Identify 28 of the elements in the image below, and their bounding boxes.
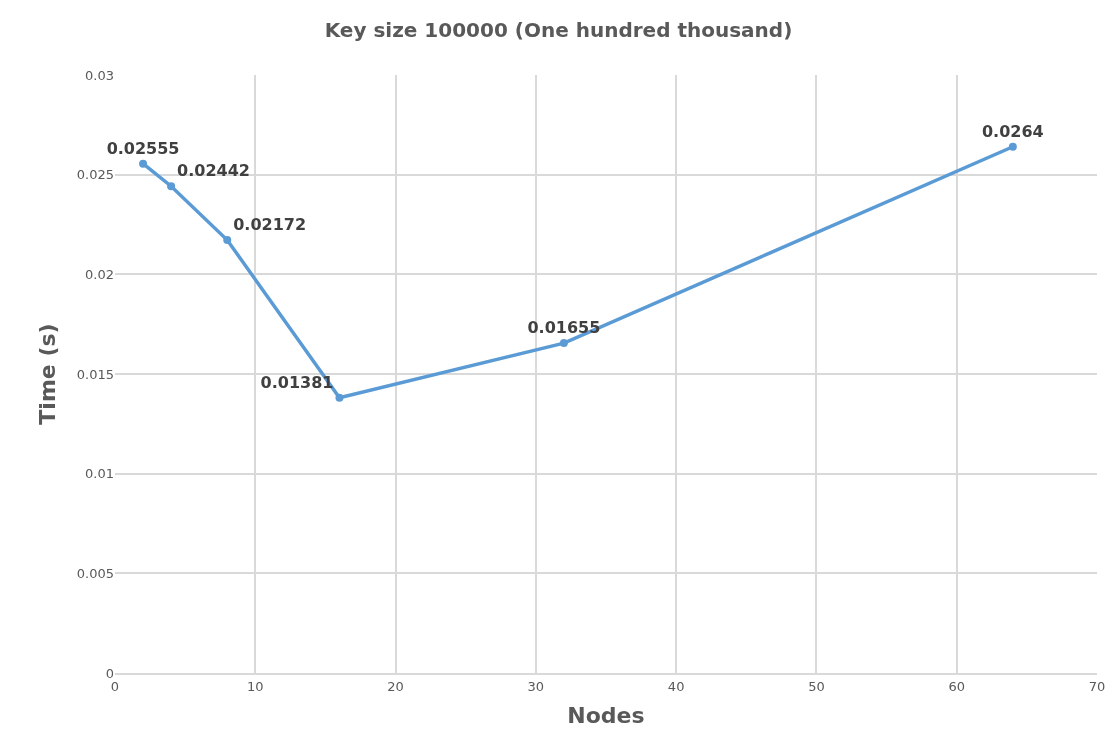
point	[1008, 142, 1017, 151]
y-tick-label: 0.005	[76, 565, 114, 581]
data-label: 0.0264	[981, 121, 1044, 141]
y-tick-label: 0.025	[76, 167, 114, 183]
x-tick-label: 30	[527, 678, 545, 694]
y-axis-title: Time (s)	[34, 323, 60, 425]
chart-title: Key size 100000 (One hundred thousand)	[324, 17, 793, 42]
x-axis-title: Nodes	[567, 703, 645, 728]
point	[335, 393, 344, 402]
data-label: 0.02442	[177, 161, 250, 181]
x-tick-label: 40	[667, 678, 685, 694]
x-tick-label: 70	[1088, 678, 1106, 694]
y-tick-label: 0.03	[85, 67, 114, 83]
y-tick-label: 0.02	[85, 266, 114, 282]
data-label: 0.01655	[527, 318, 601, 338]
x-tick-label: 50	[808, 678, 825, 694]
point	[559, 339, 568, 348]
x-tick-label: 60	[948, 678, 965, 694]
y-tick-label: 0.01	[85, 466, 114, 482]
point	[139, 159, 148, 168]
x-tick-label: 20	[387, 678, 404, 694]
x-tick-label: 10	[247, 678, 264, 694]
point	[167, 182, 176, 191]
y-tick-label: 0.015	[76, 366, 114, 382]
y-tick-label: 0	[105, 665, 114, 681]
data-label: 0.02172	[233, 215, 307, 235]
data-label: 0.02555	[106, 138, 180, 158]
point	[223, 236, 232, 245]
